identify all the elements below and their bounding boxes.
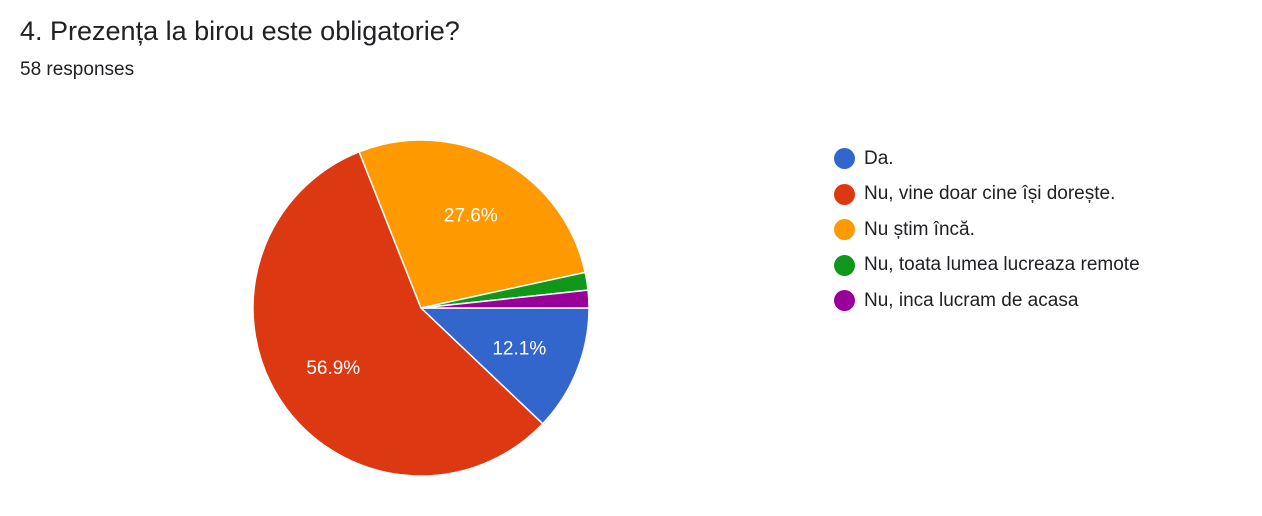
legend-item-2: Nu, vine doar cine își dorește. — [834, 177, 1140, 213]
slice-label-1: 12.1% — [492, 338, 546, 359]
legend-label: Nu, inca lucram de acasa — [864, 289, 1079, 311]
legend-label: Nu, toata lumea lucreaza remote — [864, 254, 1140, 276]
pie-slice-2 — [252, 150, 544, 477]
slice-label-3: 27.6% — [444, 206, 498, 227]
slice-label-2: 56.9% — [306, 358, 360, 379]
response-count: 58 responses — [20, 59, 135, 80]
legend-label: Nu știm încă. — [864, 218, 975, 240]
legend-item-1: Da. — [834, 141, 1140, 177]
legend-swatch-icon — [834, 219, 855, 241]
question-title: 4. Prezența la birou este obligatorie? — [20, 16, 460, 46]
pie-slice-3 — [358, 139, 587, 309]
legend-item-4: Nu, toata lumea lucreaza remote — [834, 248, 1140, 284]
pie-slice-1 — [419, 307, 590, 425]
legend-swatch-icon — [834, 254, 855, 276]
legend-label: Nu, vine doar cine își dorește. — [864, 183, 1116, 205]
legend-label: Da. — [864, 147, 894, 169]
legend-item-3: Nu știm încă. — [834, 212, 1140, 248]
pie-slice-5 — [420, 289, 590, 309]
legend-swatch-icon — [834, 183, 855, 205]
legend-item-5: Nu, inca lucram de acasa — [834, 283, 1140, 319]
legend-swatch-icon — [834, 148, 855, 170]
chart-legend: Da. Nu, vine doar cine își dorește. Nu ști… — [834, 141, 1140, 319]
legend-swatch-icon — [834, 290, 855, 312]
